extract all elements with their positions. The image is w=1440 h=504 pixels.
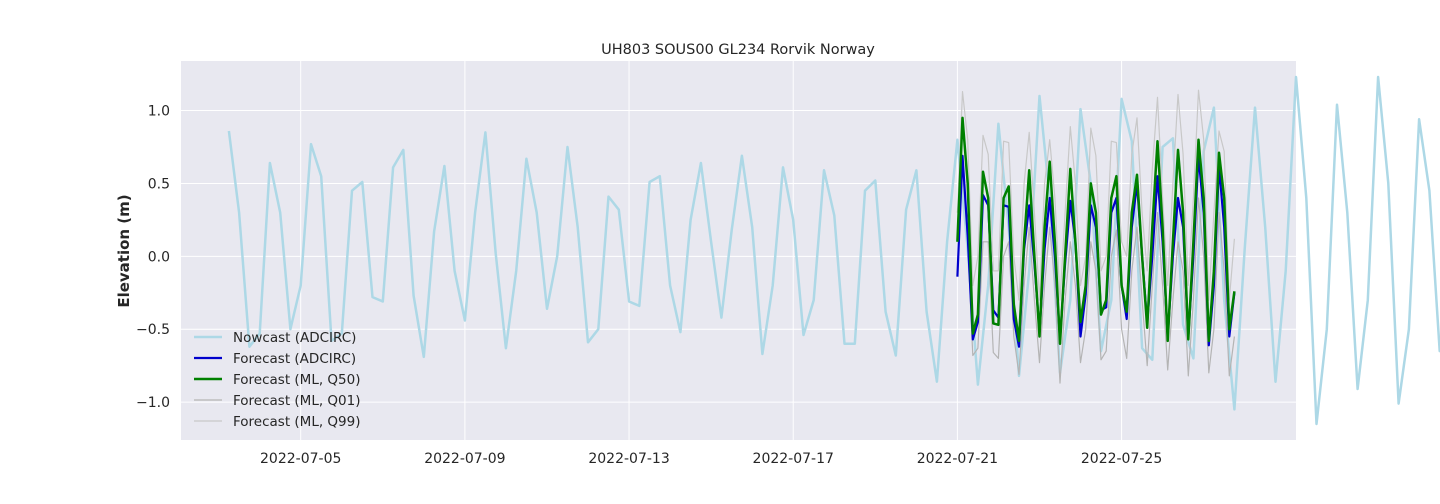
forecast-ml-q50-line <box>956 116 1236 346</box>
x-tick-label: 2022-07-25 <box>1081 451 1162 467</box>
legend: Nowcast (ADCIRC) Forecast (ADCIRC) Forecas… <box>194 330 361 430</box>
x-tick-label: 2022-07-05 <box>260 451 341 467</box>
y-axis-label: Elevation (m) <box>115 194 133 307</box>
y-tick-label: −0.5 <box>136 322 170 338</box>
legend-label: Nowcast (ADCIRC) <box>233 330 356 346</box>
chart-title: UH803 SOUS00 GL234 Rorvik Norway <box>601 42 875 58</box>
y-tick-label: 0.0 <box>148 249 170 265</box>
legend-label: Forecast (ML, Q99) <box>233 414 361 430</box>
x-tick-label: 2022-07-21 <box>917 451 998 467</box>
x-tick-label: 2022-07-09 <box>424 451 505 467</box>
series-layer <box>227 75 1440 426</box>
legend-label: Forecast (ADCIRC) <box>233 351 356 367</box>
forecast-ml-q99-line <box>956 89 1235 301</box>
forecast-ml-q01-line <box>956 168 1235 384</box>
y-tick-label: 0.5 <box>148 176 170 192</box>
x-tick-label: 2022-07-13 <box>588 451 669 467</box>
legend-label: Forecast (ML, Q01) <box>233 393 361 409</box>
x-tick-label: 2022-07-17 <box>753 451 834 467</box>
legend-label: Forecast (ML, Q50) <box>233 372 361 388</box>
y-tick-label: 1.0 <box>148 104 170 120</box>
nowcast-adcirc-line <box>227 75 1440 426</box>
tick-labels: 2022-07-05 2022-07-09 2022-07-13 2022-07-17… <box>136 104 1162 467</box>
y-tick-label: −1.0 <box>136 395 170 411</box>
